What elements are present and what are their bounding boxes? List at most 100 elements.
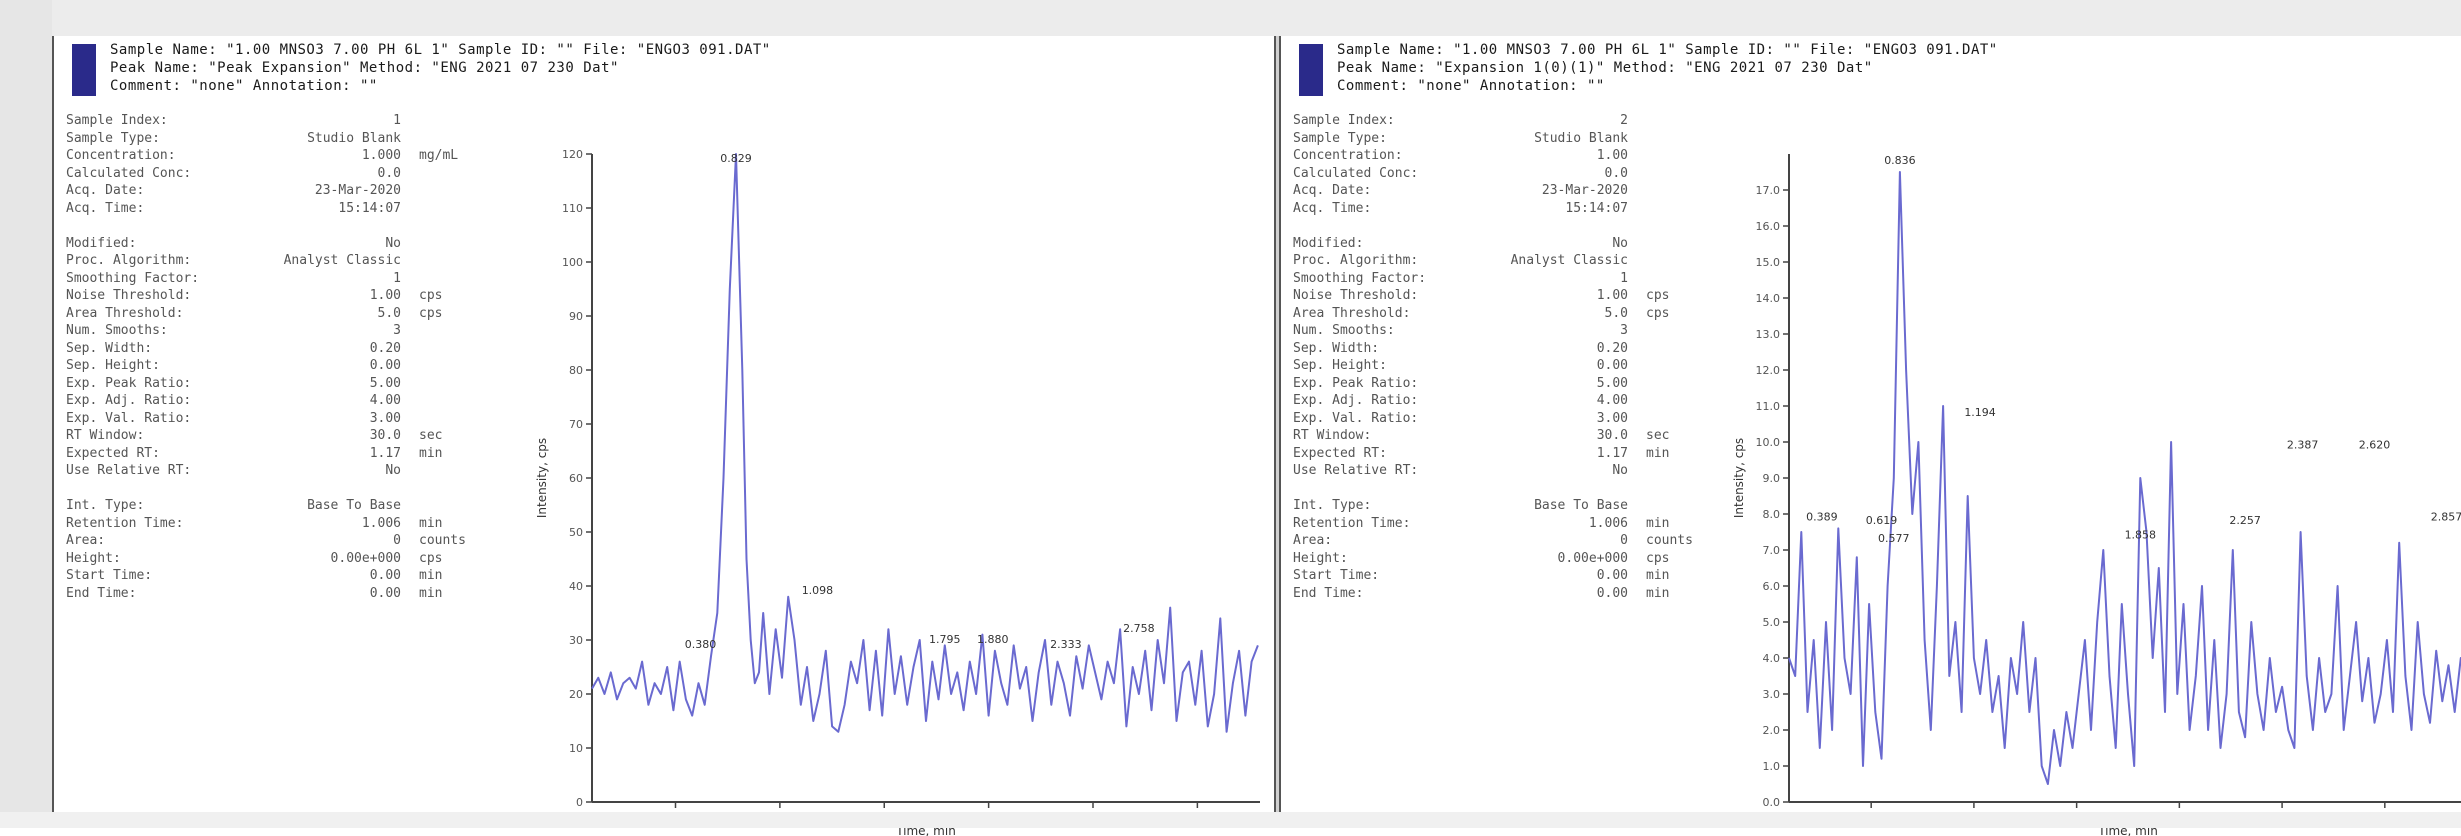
param-row: Noise Threshold: 1.00 cps: [66, 287, 479, 305]
y-axis-label: Intensity, cps: [1732, 438, 1746, 518]
window-left-strip: [0, 0, 52, 828]
param-row: Calculated Conc: 0.0: [66, 165, 479, 183]
param-label: Sep. Width:: [66, 340, 153, 356]
param-label: RT Window:: [1293, 428, 1372, 443]
report-panel-right: Sample Name: "1.00 MNSO3 7.00 PH 6L 1" S…: [1279, 36, 2461, 836]
param-unit: cps: [419, 305, 443, 321]
param-value: No: [1612, 235, 1628, 251]
param-row: Height: 0.00e+000 cps: [1293, 550, 1706, 568]
param-unit: cps: [1646, 305, 1670, 321]
param-row: Proc. Algorithm: Analyst Classic: [1293, 252, 1706, 270]
param-unit: cps: [1646, 550, 1670, 566]
y-tick-label: 30: [569, 634, 583, 647]
param-row: Exp. Adj. Ratio: 4.00: [1293, 392, 1706, 410]
param-row: Int. Type: Base To Base: [1293, 497, 1706, 515]
param-row: Retention Time: 1.006 min: [1293, 515, 1706, 533]
param-label: Sample Type:: [66, 130, 160, 146]
y-tick-label: 11.0: [1756, 400, 1781, 413]
param-label: Start Time:: [66, 568, 153, 583]
param-unit: [419, 375, 479, 393]
y-tick-label: 14.0: [1756, 292, 1781, 305]
param-value: 30.0: [369, 428, 401, 443]
param-label: Noise Threshold:: [66, 288, 192, 303]
param-row: RT Window: 30.0 sec: [1293, 427, 1706, 445]
param-label: Use Relative RT:: [1293, 463, 1419, 478]
y-tick-label: 2.0: [1763, 724, 1781, 737]
param-label: Exp. Peak Ratio:: [1293, 375, 1419, 391]
param-row: Sample Type: Studio Blank: [66, 130, 479, 148]
param-unit: sec: [419, 428, 443, 443]
window-top-gap: [0, 0, 2461, 36]
param-row: Use Relative RT: No: [1293, 462, 1706, 480]
param-value: Base To Base: [307, 498, 401, 513]
peak-label: 0.577: [1878, 532, 1910, 545]
param-value: 2: [1620, 113, 1628, 128]
param-row: Sep. Height: 0.00: [66, 357, 479, 375]
param-value: 5.00: [369, 375, 401, 391]
param-row: Exp. Adj. Ratio: 4.00: [66, 392, 479, 410]
param-row: Concentration: 1.000 mg/mL: [66, 147, 479, 165]
param-label: Sample Type:: [1293, 130, 1387, 146]
param-value: 1.17: [1596, 445, 1628, 461]
param-value: 0: [393, 533, 401, 548]
param-value: Analyst Classic: [1510, 253, 1628, 268]
param-unit: counts: [419, 533, 466, 548]
panel-marker: [1299, 44, 1323, 96]
y-tick-label: 5.0: [1763, 616, 1781, 629]
param-row: Acq. Date: 23-Mar-2020: [66, 182, 479, 200]
param-unit: sec: [1646, 428, 1670, 443]
param-label: Retention Time:: [1293, 515, 1411, 531]
param-value: 1: [393, 113, 401, 128]
y-tick-label: 90: [569, 310, 583, 323]
param-spacer: [66, 480, 479, 498]
param-value: 3.00: [369, 410, 401, 426]
param-value: 1.006: [361, 515, 401, 531]
param-value: 0.0: [377, 165, 401, 181]
param-value: 0.00: [369, 568, 401, 583]
param-unit: mg/mL: [419, 148, 459, 163]
param-row: Use Relative RT: No: [66, 462, 479, 480]
param-value: 0.00: [1596, 585, 1628, 601]
param-unit: [1646, 322, 1706, 340]
param-value: 15:14:07: [1565, 200, 1628, 216]
param-value: 1.00: [1596, 288, 1628, 303]
param-unit: [419, 112, 479, 130]
param-unit: [419, 462, 479, 480]
param-row: Exp. Val. Ratio: 3.00: [66, 410, 479, 428]
param-label: Retention Time:: [66, 515, 184, 531]
param-unit: [419, 200, 479, 218]
y-tick-label: 80: [569, 364, 583, 377]
param-label: Use Relative RT:: [66, 463, 192, 478]
param-label: Sample Index:: [1293, 113, 1395, 128]
y-tick-label: 8.0: [1763, 508, 1781, 521]
param-row: Acq. Time: 15:14:07: [66, 200, 479, 218]
peak-label: 0.619: [1866, 514, 1898, 527]
peak-label: 0.380: [685, 638, 717, 651]
y-tick-label: 20: [569, 688, 583, 701]
param-label: Num. Smooths:: [1293, 323, 1395, 338]
param-value: Studio Blank: [307, 130, 401, 146]
param-value: 3: [393, 323, 401, 338]
y-tick-label: 70: [569, 418, 583, 431]
param-label: Expected RT:: [66, 445, 160, 461]
y-tick-label: 15.0: [1756, 256, 1781, 269]
y-tick-label: 0: [576, 796, 583, 809]
peak-label: 2.333: [1050, 638, 1082, 651]
param-row: Expected RT: 1.17 min: [66, 445, 479, 463]
param-row: Exp. Val. Ratio: 3.00: [1293, 410, 1706, 428]
param-label: Proc. Algorithm:: [1293, 253, 1419, 268]
y-tick-label: 1.0: [1763, 760, 1781, 773]
param-value: Base To Base: [1534, 498, 1628, 513]
param-spacer: [1293, 217, 1706, 235]
param-value: 23-Mar-2020: [1541, 183, 1628, 198]
param-value: Analyst Classic: [283, 253, 401, 268]
param-label: Exp. Adj. Ratio:: [1293, 393, 1419, 408]
param-unit: cps: [419, 288, 443, 303]
y-tick-label: 40: [569, 580, 583, 593]
param-row: Noise Threshold: 1.00 cps: [1293, 287, 1706, 305]
param-value: 0.00: [1596, 568, 1628, 583]
param-value: 0.20: [1596, 340, 1628, 356]
param-unit: min: [1646, 585, 1670, 601]
param-label: Exp. Val. Ratio:: [66, 410, 192, 426]
y-tick-label: 16.0: [1756, 220, 1781, 233]
